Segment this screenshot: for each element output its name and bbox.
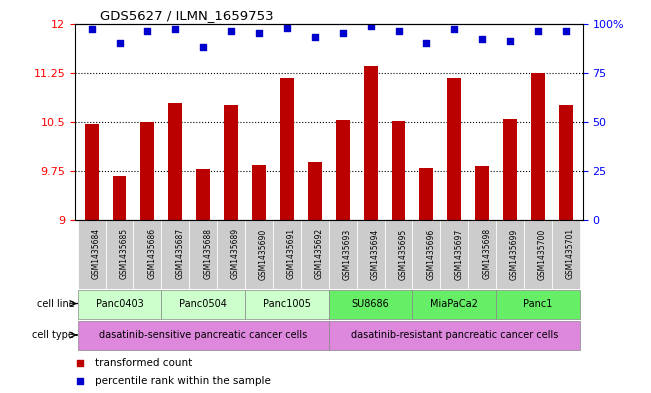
Bar [559,105,573,220]
FancyBboxPatch shape [245,220,273,289]
Bar [169,103,182,220]
Text: SU8686: SU8686 [352,299,389,309]
FancyBboxPatch shape [77,290,161,319]
Text: Panc1005: Panc1005 [263,299,311,309]
FancyBboxPatch shape [496,220,524,289]
Bar [280,78,294,220]
FancyBboxPatch shape [245,290,329,319]
Text: Panc1: Panc1 [523,299,553,309]
Bar [113,176,126,220]
FancyBboxPatch shape [273,220,301,289]
Bar [391,121,406,220]
FancyBboxPatch shape [161,220,189,289]
Point [170,26,180,33]
Text: MiaPaCa2: MiaPaCa2 [430,299,478,309]
Bar [224,105,238,220]
Point [254,30,264,37]
Point [226,28,236,35]
Text: GSM1435685: GSM1435685 [120,228,128,279]
Point [337,30,348,37]
Text: GSM1435688: GSM1435688 [203,228,212,279]
Bar [196,169,210,220]
Point [282,24,292,31]
Text: GSM1435687: GSM1435687 [175,228,184,279]
Text: GDS5627 / ILMN_1659753: GDS5627 / ILMN_1659753 [100,9,274,22]
Bar [419,168,434,220]
Point [393,28,404,35]
Point [198,44,208,50]
FancyBboxPatch shape [385,220,413,289]
FancyBboxPatch shape [357,220,385,289]
FancyBboxPatch shape [468,220,496,289]
FancyBboxPatch shape [133,220,161,289]
FancyBboxPatch shape [77,321,329,350]
Point [365,22,376,29]
Text: GSM1435693: GSM1435693 [342,228,352,279]
Text: cell line: cell line [36,299,74,309]
Text: GSM1435696: GSM1435696 [426,228,436,279]
FancyBboxPatch shape [301,220,329,289]
FancyBboxPatch shape [329,220,357,289]
Text: percentile rank within the sample: percentile rank within the sample [95,376,271,386]
Text: transformed count: transformed count [95,358,193,368]
Bar [503,119,517,220]
Bar [531,73,545,220]
FancyBboxPatch shape [189,220,217,289]
Text: GSM1435692: GSM1435692 [315,228,324,279]
Text: GSM1435691: GSM1435691 [287,228,296,279]
Point [370,99,380,105]
FancyBboxPatch shape [413,220,440,289]
Point [142,28,152,35]
FancyBboxPatch shape [413,290,496,319]
Bar [475,166,489,220]
Point [87,26,97,33]
FancyBboxPatch shape [77,220,105,289]
Point [115,40,125,46]
Text: dasatinib-resistant pancreatic cancer cells: dasatinib-resistant pancreatic cancer ce… [351,330,558,340]
Bar [308,162,322,220]
FancyBboxPatch shape [329,290,413,319]
Text: GSM1435697: GSM1435697 [454,228,464,279]
Point [477,36,488,42]
Text: GSM1435684: GSM1435684 [92,228,101,279]
Text: cell type: cell type [33,330,74,340]
Text: GSM1435689: GSM1435689 [231,228,240,279]
Point [449,26,460,33]
Bar [252,165,266,220]
Bar [364,66,378,220]
Text: GSM1435700: GSM1435700 [538,228,547,279]
FancyBboxPatch shape [329,321,580,350]
FancyBboxPatch shape [217,220,245,289]
Text: Panc0504: Panc0504 [179,299,227,309]
Bar [336,120,350,220]
FancyBboxPatch shape [496,290,580,319]
Point [533,28,543,35]
Point [370,264,380,270]
FancyBboxPatch shape [524,220,552,289]
Text: GSM1435699: GSM1435699 [510,228,519,279]
FancyBboxPatch shape [105,220,133,289]
Bar [447,78,462,220]
Text: GSM1435694: GSM1435694 [370,228,380,279]
Point [421,40,432,46]
Point [505,38,516,44]
FancyBboxPatch shape [161,290,245,319]
FancyBboxPatch shape [440,220,468,289]
Text: GSM1435686: GSM1435686 [147,228,156,279]
FancyBboxPatch shape [552,220,580,289]
Text: GSM1435690: GSM1435690 [259,228,268,279]
Text: GSM1435695: GSM1435695 [398,228,408,279]
Text: dasatinib-sensitive pancreatic cancer cells: dasatinib-sensitive pancreatic cancer ce… [99,330,307,340]
Text: GSM1435701: GSM1435701 [566,228,575,279]
Point [561,28,571,35]
Text: Panc0403: Panc0403 [96,299,143,309]
Text: GSM1435698: GSM1435698 [482,228,492,279]
Point [310,34,320,40]
Bar [141,122,154,220]
Bar [85,124,98,220]
